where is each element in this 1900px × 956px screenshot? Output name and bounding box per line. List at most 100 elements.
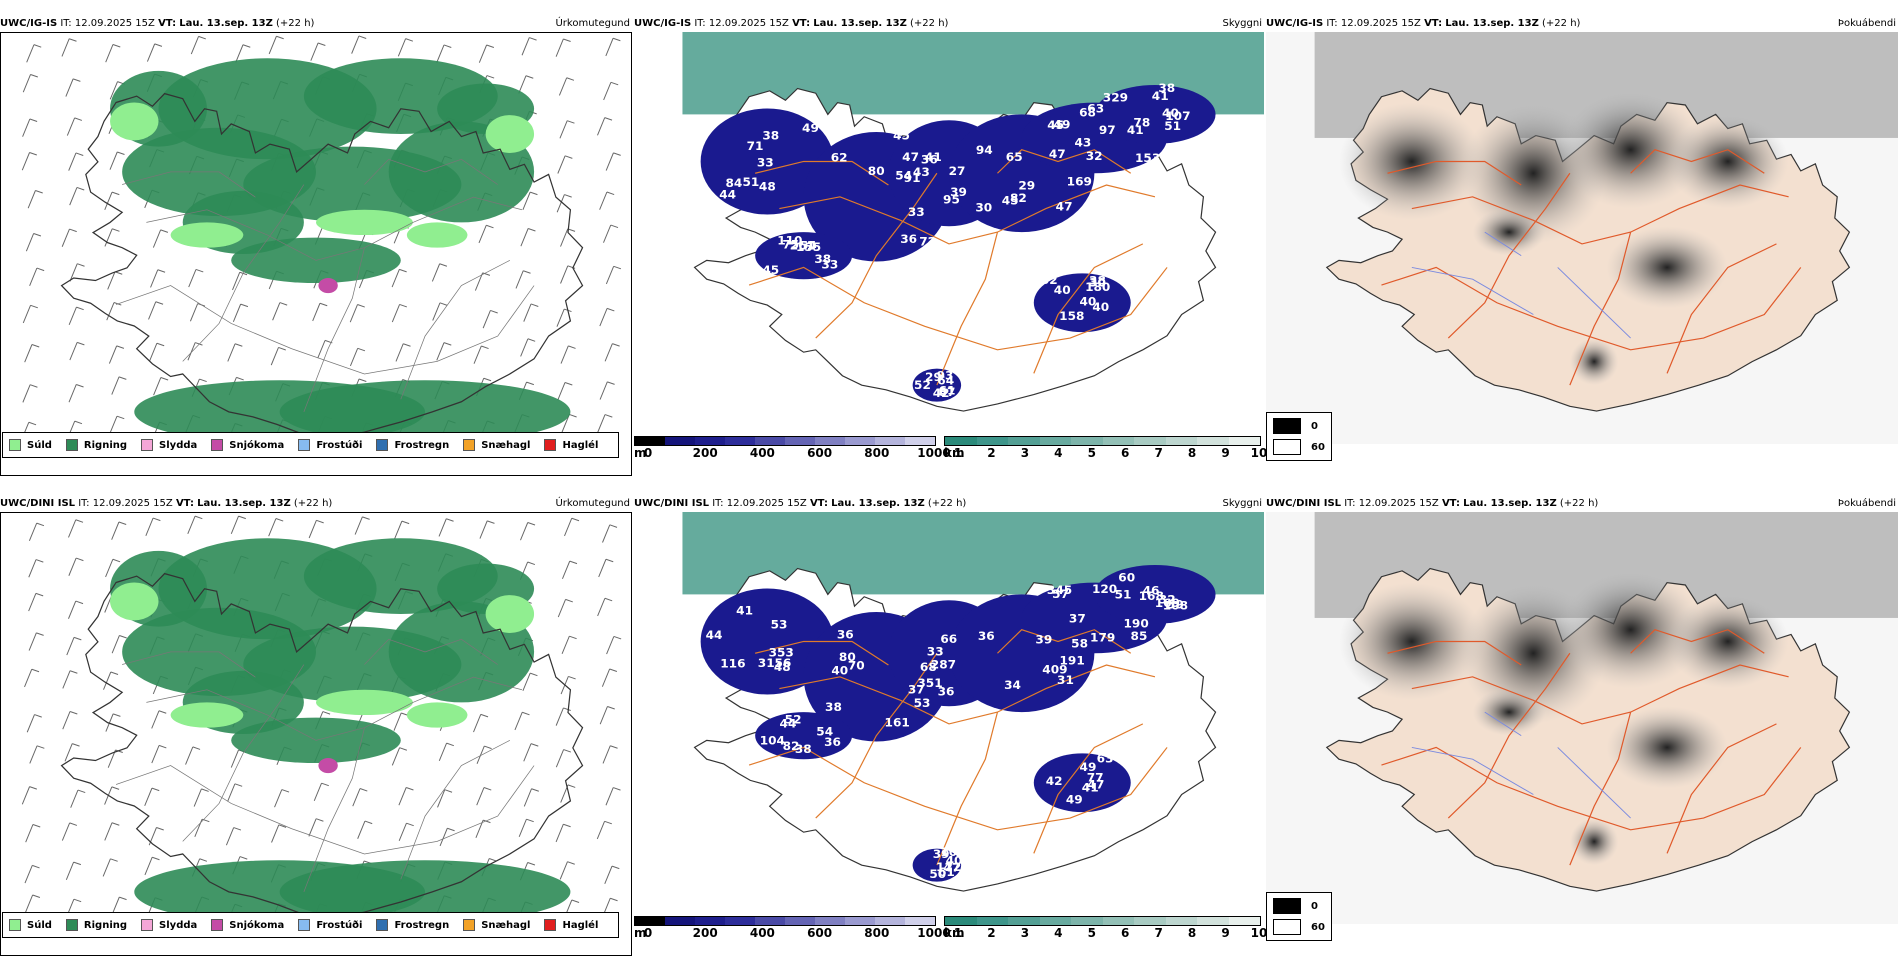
legend-label: Slydda [159,919,198,931]
river [1557,747,1631,819]
wind-barb [431,263,448,282]
legend-label: Frostregn [394,439,450,451]
colorbar-segment [1071,917,1103,925]
legend-item: Súld [9,439,52,451]
colorbar-ticks: 1 2 3 4 5 6 7 8 9 10 [954,926,1268,940]
valid-time-label: VT: [792,18,811,29]
legend-swatch [298,919,311,931]
drizzle-area [485,115,535,153]
wind-barb [557,598,573,618]
cloud-base-label: 95 [943,192,960,206]
wind-barb [395,343,411,362]
colorbar-segment [755,917,785,925]
cloud-base-label: 68 [920,660,937,674]
fog-legend-item: 0 [1273,418,1325,434]
init-time-label: IT: [712,498,724,509]
wind-barb [357,820,373,839]
colorbar-tick: 400 [749,446,775,460]
valid-time-label: VT: [1424,18,1443,29]
cloud-base-label: 38 [762,129,779,143]
road [997,149,1132,174]
colorbar-segment [845,917,875,925]
road [779,184,1156,245]
wind-barb [476,745,492,764]
legend-item: Frostregn [376,919,449,931]
road [1411,184,1789,245]
wind-barb [66,117,83,136]
legend-label: Snjókoma [229,919,285,931]
init-time-label: IT: [60,18,72,29]
drizzle-area [170,222,244,248]
cloud-base-label: 66 [940,632,957,646]
colorbar-tick: 5 [1087,446,1096,460]
precip-map-svg [21,515,622,924]
road [1666,243,1777,374]
fog-area [1338,102,1485,221]
legend-label: Rigning [83,919,128,931]
wind-barb [602,524,618,543]
wind-barb [68,152,84,171]
wind-barb [104,191,120,211]
colorbar-segment [755,437,785,445]
wind-barb [391,747,408,766]
cloud-base-label: 56 [774,656,791,670]
cloud-base-label: 261 [790,238,815,252]
cloud-base-label: 30 [1089,276,1106,290]
wind-barb [557,155,573,174]
lead-time: (+22 h) [276,18,315,29]
cloud-base-label: 169 [1155,596,1180,610]
panel-header: UWC/IG-IS IT: 12.09.2025 15Z VT: Lau. 13… [634,16,948,32]
cloud-base-label: 85 [1131,629,1148,643]
wind-barb [29,745,45,764]
fog-legend-swatch [1273,418,1301,434]
road [182,184,305,362]
wind-barb [597,597,613,617]
cloud-base-area [755,712,853,760]
wind-barb [313,782,329,802]
cloud-base-label: 31 [758,656,775,670]
wind-barb [398,787,414,806]
cloud-base-label: 91 [904,171,921,185]
wind-barb [145,517,161,536]
cloud-base-label: 40 [1092,300,1109,314]
colorbar-tick: 800 [864,446,890,460]
legend-swatch [544,919,557,931]
wind-barb [598,558,614,578]
wind-barb [111,521,127,540]
wind-barb [514,711,530,731]
cloud-base-label: 36 [824,735,841,749]
cloud-base-area [1094,564,1216,624]
wind-barb [605,265,622,285]
road [146,676,523,741]
wind-barb [523,788,539,807]
drizzle-area [170,702,244,728]
cloud-base-label: 33 [908,205,925,219]
wind-barb [599,381,615,400]
wind-barb [559,120,575,139]
cloud-base-label: 41 [736,603,753,617]
road [115,285,535,375]
cloud-base-label: 77 [1087,771,1104,785]
wind-barb [108,345,125,364]
colorbar-tick: 200 [692,926,718,940]
wind-barb [349,304,365,323]
wind-barb [559,861,575,880]
colorbar-unit: m [634,446,647,460]
colorbar-unit: km [944,446,965,460]
wind-barb [520,338,536,357]
colorbar-segment [1039,437,1071,445]
snow-area [318,757,338,774]
wind-barb [61,822,78,841]
colorbar-segment [1102,917,1134,925]
colorbar-segment [845,437,875,445]
wind-barb [28,632,44,651]
wind-barb [393,712,409,731]
fog-legend-swatch [1273,439,1301,455]
wind-barb [26,44,42,63]
fog-index-legend: 0 60 [1266,892,1332,941]
cloud-base-map: 44 33 27 29 68 38 33 38 61 51 72 41 45 63 51 75 40 52 33 36… [634,32,1264,444]
wind-barb [473,345,489,364]
valid-time-label: VT: [1441,498,1460,509]
cloud-base-area [1033,273,1131,333]
